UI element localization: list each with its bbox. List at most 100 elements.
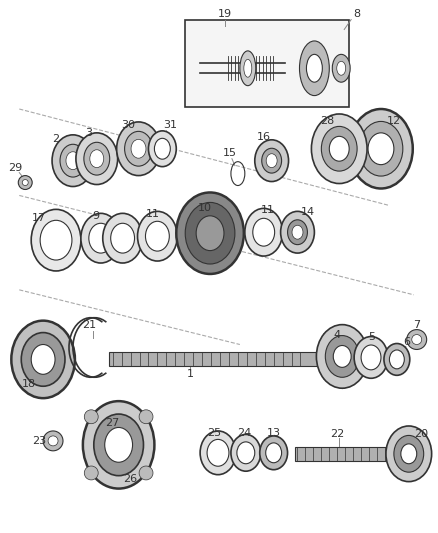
Ellipse shape: [253, 219, 275, 246]
Text: 7: 7: [413, 320, 420, 329]
Ellipse shape: [262, 148, 282, 173]
Ellipse shape: [316, 325, 368, 388]
Circle shape: [48, 436, 58, 446]
Ellipse shape: [354, 336, 388, 378]
Ellipse shape: [200, 431, 236, 475]
Circle shape: [139, 466, 153, 480]
Ellipse shape: [21, 333, 65, 386]
Ellipse shape: [76, 133, 118, 184]
Ellipse shape: [11, 321, 75, 398]
Text: 19: 19: [218, 9, 232, 19]
Text: 3: 3: [85, 128, 92, 138]
Ellipse shape: [176, 192, 244, 274]
Text: 28: 28: [320, 116, 335, 126]
Text: 14: 14: [300, 207, 314, 217]
Ellipse shape: [131, 139, 146, 158]
Ellipse shape: [207, 439, 229, 466]
Bar: [185, 20, 349, 107]
Circle shape: [43, 431, 63, 451]
Text: 11: 11: [145, 209, 159, 220]
Ellipse shape: [260, 436, 288, 470]
Circle shape: [407, 329, 427, 350]
Text: 16: 16: [257, 132, 271, 142]
Ellipse shape: [337, 61, 346, 75]
Ellipse shape: [124, 131, 152, 166]
Ellipse shape: [89, 223, 113, 253]
Ellipse shape: [31, 209, 81, 271]
Text: 6: 6: [403, 336, 410, 346]
Circle shape: [18, 175, 32, 190]
Ellipse shape: [384, 343, 410, 375]
Text: 1: 1: [187, 369, 194, 379]
Ellipse shape: [117, 122, 160, 175]
Ellipse shape: [281, 212, 314, 253]
Ellipse shape: [185, 203, 235, 264]
Text: 27: 27: [106, 418, 120, 428]
Ellipse shape: [94, 414, 144, 475]
Ellipse shape: [52, 135, 94, 187]
Ellipse shape: [83, 401, 155, 489]
Ellipse shape: [361, 345, 381, 370]
Ellipse shape: [389, 350, 404, 369]
Text: 4: 4: [334, 329, 341, 340]
Text: 23: 23: [32, 436, 46, 446]
Circle shape: [84, 410, 98, 424]
Text: 31: 31: [163, 120, 177, 130]
Ellipse shape: [394, 435, 424, 472]
Text: 29: 29: [8, 163, 22, 173]
Text: 18: 18: [22, 379, 36, 389]
Ellipse shape: [111, 223, 134, 253]
Text: 20: 20: [413, 429, 428, 439]
Text: 22: 22: [330, 429, 344, 439]
Ellipse shape: [240, 51, 256, 86]
Ellipse shape: [359, 122, 403, 176]
Ellipse shape: [349, 109, 413, 189]
Ellipse shape: [325, 336, 359, 377]
Ellipse shape: [255, 140, 289, 182]
Ellipse shape: [266, 443, 282, 463]
Ellipse shape: [31, 344, 55, 374]
Ellipse shape: [66, 152, 80, 169]
Ellipse shape: [332, 54, 350, 82]
Ellipse shape: [321, 126, 357, 171]
Circle shape: [22, 180, 28, 185]
Ellipse shape: [401, 444, 417, 464]
Circle shape: [139, 410, 153, 424]
Ellipse shape: [90, 150, 104, 168]
Circle shape: [84, 466, 98, 480]
Ellipse shape: [244, 59, 252, 77]
Ellipse shape: [292, 225, 303, 239]
Ellipse shape: [266, 154, 277, 168]
Ellipse shape: [245, 208, 283, 256]
Bar: [294, 447, 404, 461]
Text: 5: 5: [368, 332, 375, 342]
Ellipse shape: [329, 136, 349, 161]
Ellipse shape: [368, 133, 394, 165]
Text: 2: 2: [53, 134, 60, 144]
Bar: [109, 352, 327, 366]
Text: 24: 24: [237, 428, 251, 438]
Ellipse shape: [333, 345, 351, 367]
Text: 26: 26: [124, 474, 138, 483]
Ellipse shape: [237, 442, 255, 464]
Ellipse shape: [60, 144, 86, 177]
Ellipse shape: [138, 212, 177, 261]
Ellipse shape: [288, 220, 307, 245]
Ellipse shape: [311, 114, 367, 183]
Ellipse shape: [307, 54, 322, 82]
Ellipse shape: [145, 221, 170, 251]
Text: 15: 15: [223, 148, 237, 158]
Text: 10: 10: [198, 204, 212, 213]
Ellipse shape: [105, 427, 133, 462]
Text: 25: 25: [207, 428, 221, 438]
Circle shape: [412, 335, 422, 344]
Text: 8: 8: [353, 9, 360, 19]
Ellipse shape: [231, 434, 261, 471]
Ellipse shape: [148, 131, 176, 167]
Ellipse shape: [386, 426, 431, 482]
Ellipse shape: [40, 220, 72, 260]
Ellipse shape: [196, 216, 224, 251]
Text: 17: 17: [32, 213, 46, 223]
Ellipse shape: [84, 142, 110, 175]
Text: 30: 30: [122, 120, 136, 130]
